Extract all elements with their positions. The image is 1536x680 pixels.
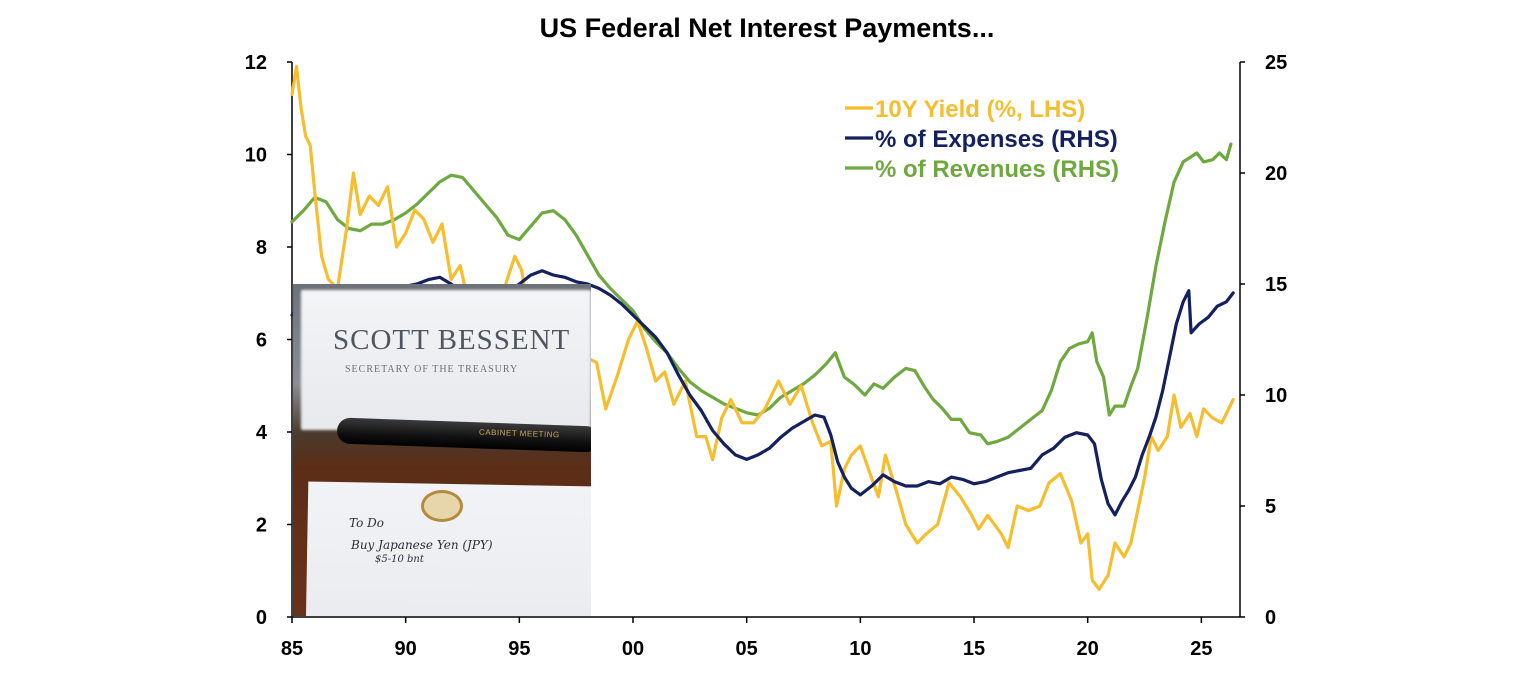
left-tick-label: 10	[245, 145, 267, 167]
left-tick-label: 8	[256, 237, 267, 259]
nameplate-name: SCOTT BESSENT	[333, 324, 571, 356]
x-tick-label: 05	[736, 638, 758, 660]
legend-label: % of Expenses (RHS)	[875, 126, 1118, 153]
left-tick-label: 0	[256, 607, 267, 629]
x-tick-label: 90	[395, 638, 417, 660]
chart-title: US Federal Net Interest Payments...	[540, 13, 995, 43]
x-tick-label: 10	[849, 638, 871, 660]
right-axis-ticks: 0 5 10 15 20 25	[1240, 52, 1287, 629]
legend-label: % of Revenues (RHS)	[875, 156, 1119, 183]
nameplate-subtitle: SECRETARY OF THE TREASURY	[345, 364, 519, 375]
left-tick-label: 2	[256, 515, 267, 537]
note-line-3: $5-10 bnt	[375, 554, 424, 565]
right-tick-label: 25	[1265, 52, 1287, 74]
left-axis-ticks: 0 2 4 6 8 10 12	[245, 52, 292, 629]
right-tick-label: 15	[1265, 274, 1287, 296]
legend: 10Y Yield (%, LHS) % of Expenses (RHS) % o…	[845, 96, 1119, 183]
x-tick-label: 20	[1077, 638, 1099, 660]
x-tick-label: 25	[1190, 638, 1212, 660]
left-tick-label: 6	[256, 330, 267, 352]
series-line-0	[290, 65, 1235, 591]
note-line-1: To Do	[349, 516, 384, 530]
x-tick-label: 00	[622, 638, 644, 660]
note-line-2: Buy Japanese Yen (JPY)	[351, 538, 493, 552]
right-tick-label: 10	[1265, 385, 1287, 407]
treasury-seal-icon	[421, 490, 463, 522]
x-tick-label: 85	[281, 638, 303, 660]
right-tick-label: 20	[1265, 163, 1287, 185]
series-line-2	[290, 142, 1233, 446]
right-tick-label: 5	[1265, 496, 1276, 518]
inset-photo: SCOTT BESSENT SECRETARY OF THE TREASURY …	[293, 284, 591, 616]
left-tick-label: 12	[245, 52, 267, 74]
nameplate	[301, 290, 591, 430]
x-axis-ticks: 85 90 95 00 05 10 15 20 25	[281, 617, 1212, 660]
legend-label: 10Y Yield (%, LHS)	[875, 96, 1085, 123]
x-tick-label: 95	[508, 638, 530, 660]
right-tick-label: 0	[1265, 607, 1276, 629]
left-tick-label: 4	[256, 422, 268, 444]
x-tick-label: 15	[963, 638, 985, 660]
